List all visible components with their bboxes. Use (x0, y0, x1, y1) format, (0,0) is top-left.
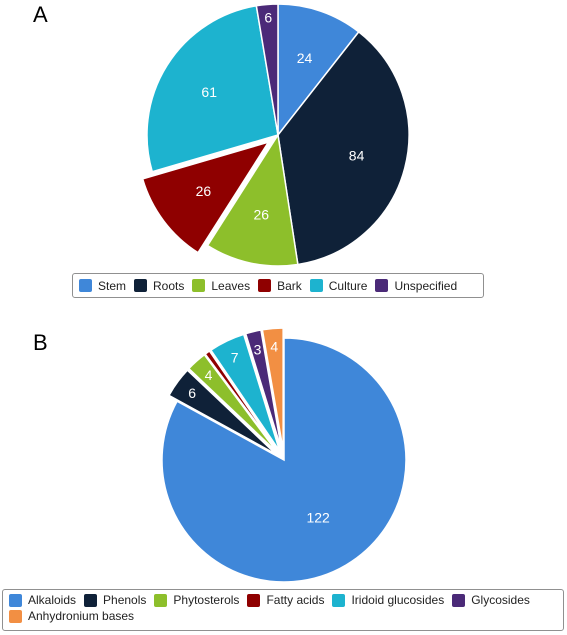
legend-b: Alkaloids Phenols Phytosterols Fatty acids I… (2, 589, 564, 631)
legend-b-item-glycosides[interactable]: Glycosides (452, 593, 530, 607)
pie-b-label-glycosides: 3 (254, 341, 262, 357)
legend-b-item-anhydronium-bases[interactable]: Anhydronium bases (9, 609, 134, 623)
pie-b-slice-anhydronium-bases (261, 327, 284, 451)
legend-label: Leaves (211, 278, 251, 293)
panel-a-label: A (33, 2, 48, 27)
legend-label: Culture (328, 278, 368, 293)
pie-a-label-stem: 24 (297, 50, 313, 66)
pie-b-slice-fatty-acids (204, 350, 279, 453)
pie-b-slice-phenols (167, 369, 277, 455)
legend-swatch (9, 593, 22, 607)
legend-a-item-culture[interactable]: Culture (309, 278, 368, 293)
legend-label: Phytosterols (173, 593, 240, 607)
legend-label: Bark (277, 278, 302, 293)
pie-a-slice-unspecified (255, 3, 279, 136)
legend-label: Iridoid glucosides (351, 593, 445, 607)
pie-a-slice-roots (277, 30, 410, 266)
legend-a-item-stem[interactable]: Stem (79, 279, 126, 293)
pie-a-label-culture: 61 (201, 84, 217, 100)
legend-label: Fatty acids (266, 593, 325, 607)
legend-label: Roots (153, 278, 185, 293)
pie-a-slice-bark (141, 140, 271, 254)
pie-b-label-iridoid-glucosides: 7 (231, 350, 239, 366)
legend-label: Phenols (103, 593, 147, 607)
legend-swatch (84, 593, 98, 607)
pie-b-label-alkaloids: 122 (306, 510, 330, 526)
pie-b-label-phytosterols: 4 (205, 367, 213, 383)
legend-a-item-leaves[interactable]: Leaves (192, 279, 250, 293)
legend-a-item-unspecified[interactable]: Unspecified (375, 279, 457, 293)
legend-label: Alkaloids (28, 593, 77, 607)
legend-a: Stem Roots Leaves Bark Culture Unspecified (72, 273, 484, 298)
legend-swatch (154, 593, 168, 607)
legend-swatch (258, 279, 272, 292)
pie-b-label-phenols: 6 (188, 385, 196, 401)
legend-b-item-phytosterols[interactable]: Phytosterols (154, 593, 239, 607)
legend-b-item-fatty-acids[interactable]: Fatty acids (247, 593, 324, 607)
legend-a-item-roots[interactable]: Roots (134, 279, 184, 293)
legend-swatch (9, 609, 22, 623)
pie-b-slice-glycosides (244, 329, 283, 451)
legend-label: Stem (98, 278, 127, 293)
pie-b-label-anhydronium-bases: 4 (270, 339, 278, 355)
pie-b-slice-phytosterols (187, 353, 278, 454)
pie-a-label-unspecified: 6 (264, 10, 272, 26)
pie-b-slice-alkaloids (161, 337, 407, 583)
legend-swatch (79, 279, 92, 292)
legend-swatch (452, 593, 466, 607)
pie-a-slice-stem (277, 3, 360, 138)
legend-swatch (309, 279, 323, 292)
pie-a-label-leaves: 26 (253, 206, 269, 222)
legend-a-item-bark[interactable]: Bark (258, 279, 302, 293)
legend-swatch (375, 279, 389, 292)
legend-label: Anhydronium bases (28, 609, 135, 623)
legend-swatch (247, 593, 261, 607)
pie-a-slice-leaves (206, 132, 299, 267)
pie-a-label-bark: 26 (196, 183, 212, 199)
legend-b-item-phenols[interactable]: Phenols (84, 593, 146, 607)
legend-b-item-iridoid-glucosides[interactable]: Iridoid glucosides (332, 593, 444, 607)
legend-swatch (134, 279, 148, 292)
legend-b-item-alkaloids[interactable]: Alkaloids (9, 593, 76, 607)
pie-a-label-roots: 84 (349, 148, 365, 164)
legend-label: Unspecified (394, 278, 458, 293)
pie-b-slice-iridoid-glucosides (209, 333, 281, 452)
legend-label: Glycosides (471, 593, 530, 607)
legend-swatch (192, 279, 206, 292)
panel-b-label: B (33, 330, 48, 355)
legend-swatch (332, 593, 346, 607)
pie-a-slice-culture (146, 4, 279, 173)
